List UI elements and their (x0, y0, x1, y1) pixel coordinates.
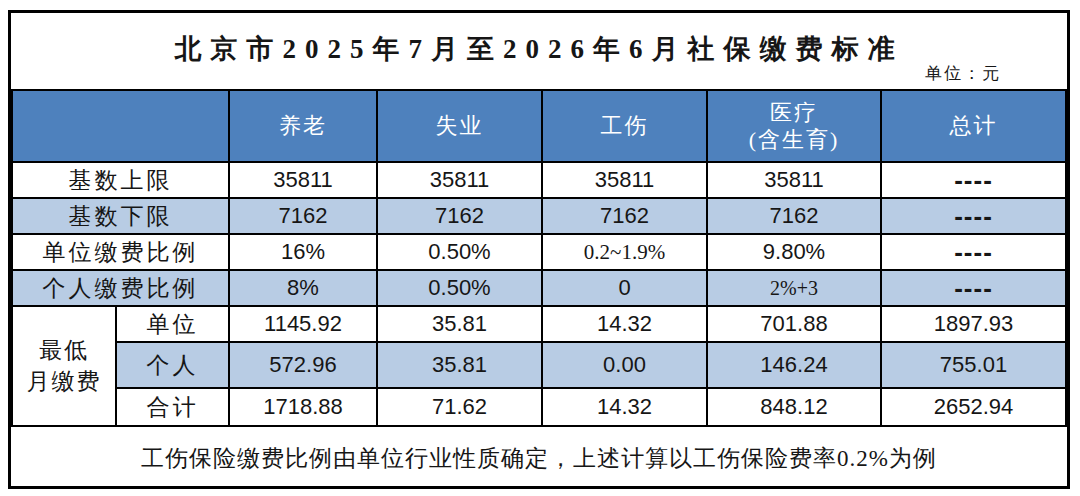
table-row-employer-rate: 单位缴费比例 16% 0.50% 0.2~1.9% 9.80% ---- (12, 234, 1066, 270)
table-cell: 35811 (707, 162, 881, 198)
table-cell: 35811 (542, 162, 707, 198)
table-cell: 35811 (229, 162, 377, 198)
table-row-personal-rate: 个人缴费比例 8% 0.50% 0 2%+3 ---- (12, 270, 1066, 306)
table-cell: ---- (881, 162, 1066, 198)
row-label-personal-rate: 个人缴费比例 (12, 270, 229, 306)
table-cell: 71.62 (377, 388, 542, 426)
table-cell: 0.00 (542, 342, 707, 388)
row-label-min-total: 合计 (116, 388, 229, 426)
row-label-min-personal: 个人 (116, 342, 229, 388)
row-group-label-min-monthly: 最低 月缴费 (12, 306, 116, 426)
table-cell: 2%+3 (707, 270, 881, 306)
row-label-base-upper: 基数上限 (12, 162, 229, 198)
col-header-medical-line2: (含生育) (708, 126, 880, 154)
row-label-base-lower: 基数下限 (12, 198, 229, 234)
unit-note: 单位：元 (925, 62, 1001, 85)
table-cell: 8% (229, 270, 377, 306)
table-cell: 35.81 (377, 306, 542, 342)
col-header-medical-line1: 医疗 (708, 99, 880, 127)
table-row-min-total: 合计 1718.88 71.62 14.32 848.12 2652.94 (12, 388, 1066, 426)
table-cell: 2652.94 (881, 388, 1066, 426)
table-cell: 16% (229, 234, 377, 270)
footnote-text: 工伤保险缴费比例由单位行业性质确定，上述计算以工伤保险费率0.2%为例 (141, 443, 937, 474)
col-header-medical: 医疗 (含生育) (707, 90, 881, 162)
table-cell: ---- (881, 198, 1066, 234)
header-row: 养老 失业 工伤 医疗 (含生育) 总计 (12, 90, 1066, 162)
table-cell: 1718.88 (229, 388, 377, 426)
table-row-base-lower: 基数下限 7162 7162 7162 7162 ---- (12, 198, 1066, 234)
table-cell: 14.32 (542, 306, 707, 342)
table-cell: 7162 (229, 198, 377, 234)
table-cell: 35811 (377, 162, 542, 198)
table-cell: 146.24 (707, 342, 881, 388)
table-cell: 701.88 (707, 306, 881, 342)
table-cell: 0.50% (377, 234, 542, 270)
min-monthly-label-line2: 月缴费 (13, 366, 115, 397)
table-cell: 1145.92 (229, 306, 377, 342)
min-monthly-label-line1: 最低 (13, 335, 115, 366)
table-cell: ---- (881, 270, 1066, 306)
table-cell: 7162 (377, 198, 542, 234)
table-cell: 572.96 (229, 342, 377, 388)
table-cell: 0.2~1.9% (542, 234, 707, 270)
table-cell: 0 (542, 270, 707, 306)
page-title: 北京市2025年7月至2026年6月社保缴费标准 (11, 13, 1067, 67)
col-header-pension: 养老 (229, 90, 377, 162)
table-cell: 7162 (542, 198, 707, 234)
row-label-min-employer: 单位 (116, 306, 229, 342)
table-row-min-employer: 最低 月缴费 单位 1145.92 35.81 14.32 701.88 189… (12, 306, 1066, 342)
row-label-employer-rate: 单位缴费比例 (12, 234, 229, 270)
table-cell: 1897.93 (881, 306, 1066, 342)
table-cell: 35.81 (377, 342, 542, 388)
table-cell: ---- (881, 234, 1066, 270)
table-cell: 755.01 (881, 342, 1066, 388)
col-header-unemployment: 失业 (377, 90, 542, 162)
table-frame: 北京市2025年7月至2026年6月社保缴费标准 单位：元 养老 失业 工伤 医… (8, 10, 1070, 489)
title-area: 北京市2025年7月至2026年6月社保缴费标准 单位：元 (11, 13, 1067, 89)
table-cell: 9.80% (707, 234, 881, 270)
footnote-area: 工伤保险缴费比例由单位行业性质确定，上述计算以工伤保险费率0.2%为例 (11, 427, 1067, 489)
table-cell: 7162 (707, 198, 881, 234)
col-header-work-injury: 工伤 (542, 90, 707, 162)
table-cell: 0.50% (377, 270, 542, 306)
header-corner-cell (12, 90, 229, 162)
table-row-base-upper: 基数上限 35811 35811 35811 35811 ---- (12, 162, 1066, 198)
col-header-total: 总计 (881, 90, 1066, 162)
table-cell: 848.12 (707, 388, 881, 426)
table-cell: 14.32 (542, 388, 707, 426)
table-row-min-personal: 个人 572.96 35.81 0.00 146.24 755.01 (12, 342, 1066, 388)
social-insurance-table: 养老 失业 工伤 医疗 (含生育) 总计 基数上限 35811 35811 35… (11, 89, 1067, 427)
